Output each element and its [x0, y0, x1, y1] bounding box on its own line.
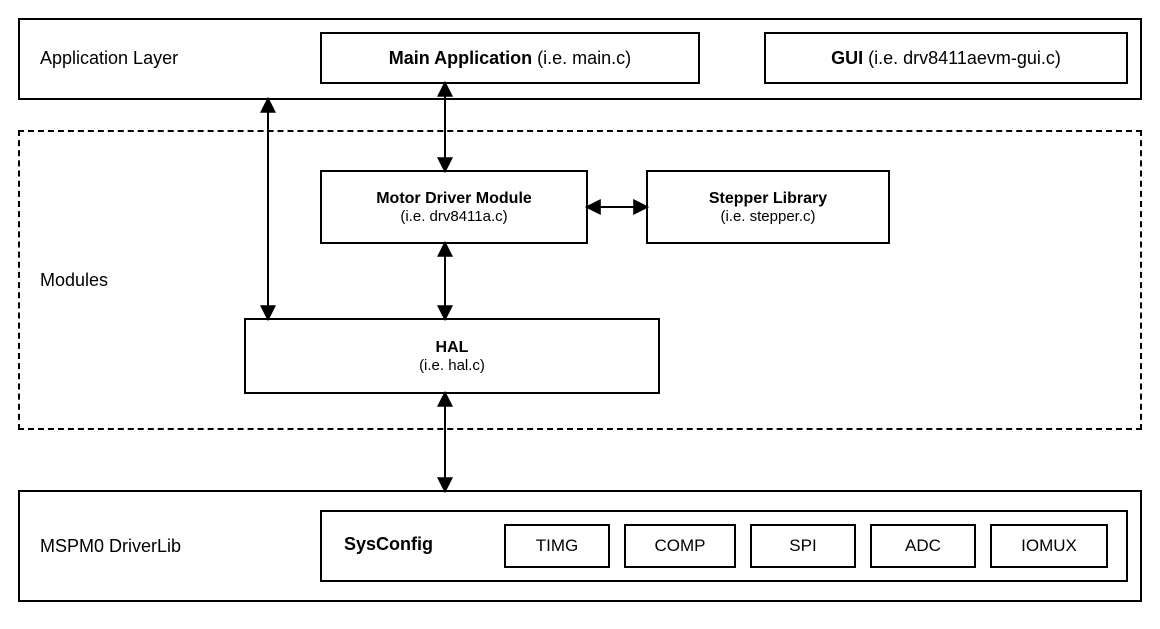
- modules-label: Modules: [40, 270, 108, 291]
- application-layer-label: Application Layer: [40, 48, 178, 69]
- hal-sub: (i.e. hal.c): [419, 357, 485, 374]
- stepper-library-box: Stepper Library (i.e. stepper.c): [646, 170, 890, 244]
- iomux-box: IOMUX: [990, 524, 1108, 568]
- spi-box: SPI: [750, 524, 856, 568]
- comp-box: COMP: [624, 524, 736, 568]
- stepper-library-title: Stepper Library: [709, 190, 827, 208]
- hal-box: HAL (i.e. hal.c): [244, 318, 660, 394]
- main-application-box: Main Application (i.e. main.c): [320, 32, 700, 84]
- gui-text: GUI (i.e. drv8411aevm-gui.c): [831, 48, 1061, 69]
- sysconfig-label: SysConfig: [344, 534, 433, 555]
- adc-box: ADC: [870, 524, 976, 568]
- gui-box: GUI (i.e. drv8411aevm-gui.c): [764, 32, 1128, 84]
- driverlib-label: MSPM0 DriverLib: [40, 536, 181, 557]
- hal-title: HAL: [436, 339, 469, 357]
- main-application-text: Main Application (i.e. main.c): [389, 48, 631, 69]
- motor-driver-module-box: Motor Driver Module (i.e. drv8411a.c): [320, 170, 588, 244]
- motor-driver-sub: (i.e. drv8411a.c): [400, 208, 507, 225]
- motor-driver-title: Motor Driver Module: [376, 190, 532, 208]
- stepper-library-sub: (i.e. stepper.c): [720, 208, 815, 225]
- timg-box: TIMG: [504, 524, 610, 568]
